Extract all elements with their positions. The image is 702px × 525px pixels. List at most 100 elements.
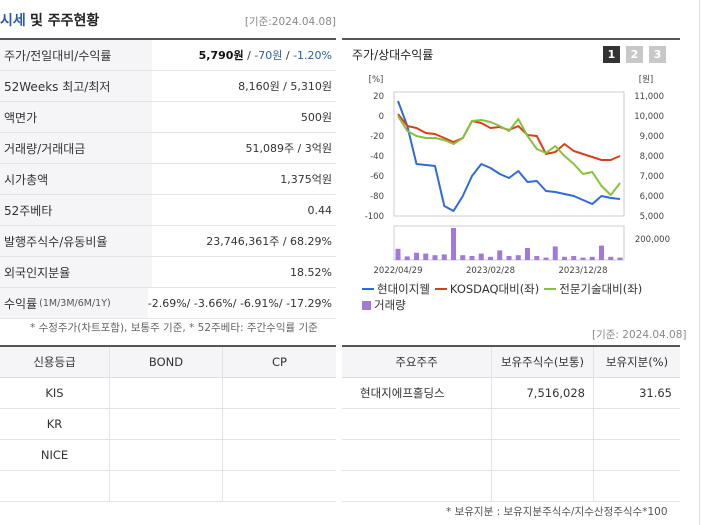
legend-label: KOSDAQ대비(좌) [449, 282, 540, 296]
relative-return-chart: [%] [원] 20 0 -20 -40 -60 -80 -100 11,000 10,000 9,0… [365, 75, 670, 276]
volume-bar [441, 254, 447, 260]
holder-name [342, 409, 492, 439]
chart-page-1[interactable]: 1 [603, 46, 620, 63]
foreign-value: 18.52% [290, 265, 332, 279]
volume-bar [608, 256, 614, 260]
chart-title: 주가/상대수익률 [352, 48, 434, 62]
sep: / [282, 49, 294, 62]
volume-bar [478, 253, 484, 260]
divider [699, 0, 700, 525]
w52-label: 52Weeks 최고/최저 [0, 71, 152, 101]
price-footnote: * 수정주가(차트포함), 보통주 기준, * 52주베타: 주간수익률 기준 [30, 322, 318, 334]
credit-agency: KIS [0, 378, 110, 408]
price-value: 5,790원 / -70원 / -1.20% [152, 47, 336, 63]
holder-shares [492, 409, 594, 439]
volume-bar [432, 255, 438, 260]
legend-item: 현대이지웰 [362, 281, 430, 297]
left-axis-unit: [%] [369, 75, 384, 85]
credit-header-bond: BOND [110, 347, 223, 377]
section-header: 시세 및 주주현황 [기준:2024.04.08] [0, 0, 340, 36]
info-row-volume: 거래량/거래대금 51,089주 / 3억원 [0, 133, 336, 164]
volume-bar [562, 256, 567, 260]
volume-bar [469, 256, 475, 260]
holder-header-pct: 보유지분(%) [605, 355, 669, 369]
credit-bond [110, 378, 223, 408]
volume-value: 51,089주 / 3억원 [245, 142, 332, 155]
holder-pct [594, 471, 680, 501]
volume-bar [404, 256, 410, 260]
chart-pager: 1 2 3 [603, 46, 666, 63]
sep: / [243, 49, 255, 62]
return-label: 수익률 (1M/3M/6M/1Y) [0, 288, 148, 318]
credit-cp [223, 471, 336, 501]
price-label: 주가/전일대비/수익률 [0, 40, 152, 70]
return-value: -2.69%/ -3.66%/ -6.91%/ -17.29% [147, 296, 332, 310]
return-label-text: 수익률 [4, 296, 38, 311]
y-right-tick-label: 6,000 [640, 192, 664, 202]
foreign-label: 외국인지분율 [0, 257, 152, 287]
info-row-cap: 시가총액 1,375억원 [0, 164, 336, 195]
w52-value: 8,160원 / 5,310원 [238, 80, 332, 93]
volume-bar [534, 256, 540, 260]
y-right-tick-label: 5,000 [640, 212, 664, 222]
volume-bar [423, 253, 429, 260]
legend-label: 전문기술대비(좌) [559, 282, 643, 296]
price-change: -70원 [254, 49, 283, 62]
credit-header-cp: CP [272, 355, 287, 369]
table-row [342, 409, 680, 440]
x-tick-label: 2022/04/29 [374, 266, 423, 276]
holder-header-name: 주요주주 [342, 347, 492, 377]
y-left-tick-label: 0 [379, 112, 384, 122]
volume-bar [552, 246, 558, 260]
shares-value: 23,746,361주 / 68.29% [206, 235, 332, 248]
current-price: 5,790원 [198, 49, 244, 62]
credit-bond [110, 440, 223, 470]
y-right-tick-label: 9,000 [640, 132, 664, 142]
y-left-tick-label: -80 [370, 192, 384, 202]
y-right-tick-label: 8,000 [640, 152, 664, 162]
info-row-par: 액면가 500원 [0, 102, 336, 133]
volume-bar [515, 255, 521, 260]
return-period: (1M/3M/6M/1Y) [39, 297, 111, 309]
legend-swatch [362, 288, 374, 290]
volume-bar [599, 245, 604, 260]
volume-tick-label: 200,000 [635, 235, 670, 245]
holder-shares [492, 440, 594, 470]
table-row: KR [0, 409, 336, 440]
chart-page-2[interactable]: 2 [626, 46, 643, 63]
y-left-tick-label: 20 [373, 92, 384, 102]
legend-swatch [434, 288, 447, 290]
basis-date-2: [기준: 2024.04.08] [592, 329, 687, 341]
legend-item: 전문기술대비(좌) [544, 281, 642, 297]
section-title-accent: 시세 [0, 13, 26, 29]
volume-bar [488, 256, 493, 260]
holder-shares: 7,516,028 [492, 378, 594, 408]
credit-header-row: 신용등급 BOND CP [0, 347, 336, 378]
holder-pct: 31.65 [639, 386, 672, 400]
volume-bar [414, 252, 419, 260]
credit-rating-table: 신용등급 BOND CP KIS KR NICE [0, 345, 336, 502]
credit-cp [223, 440, 336, 470]
chart-panel: 주가/상대수익률 1 2 3 [%] [원] 20 0 -20 -40 -60 -80 -100… [342, 38, 680, 312]
volume-bar [589, 256, 595, 260]
holder-header-shares: 보유주식수(보통) [492, 347, 594, 377]
chart-page-3[interactable]: 3 [649, 46, 666, 63]
holder-pct [594, 440, 680, 470]
price-return: -1.20% [293, 49, 332, 62]
plot-frame [393, 91, 625, 217]
y-left-tick-label: -40 [370, 152, 384, 162]
y-left-tick-label: -20 [370, 132, 384, 142]
series-line [397, 100, 621, 212]
volume-bar [506, 256, 512, 260]
cap-value: 1,375억원 [280, 173, 332, 186]
credit-header-grade: 신용등급 [0, 347, 110, 377]
basis-date: [기준:2024.04.08] [244, 16, 336, 28]
holder-name: 현대지에프홀딩스 [342, 378, 492, 408]
legend-label: 현대이지웰 [377, 282, 430, 296]
chart-legend: 현대이지웰 KOSDAQ대비(좌) 전문기술대비(좌) 거래량 [362, 278, 680, 314]
volume-bar [451, 228, 456, 260]
credit-agency: KR [0, 409, 110, 439]
volume-bar [525, 248, 530, 260]
volume-bar [617, 257, 623, 260]
holder-pct [594, 409, 680, 439]
